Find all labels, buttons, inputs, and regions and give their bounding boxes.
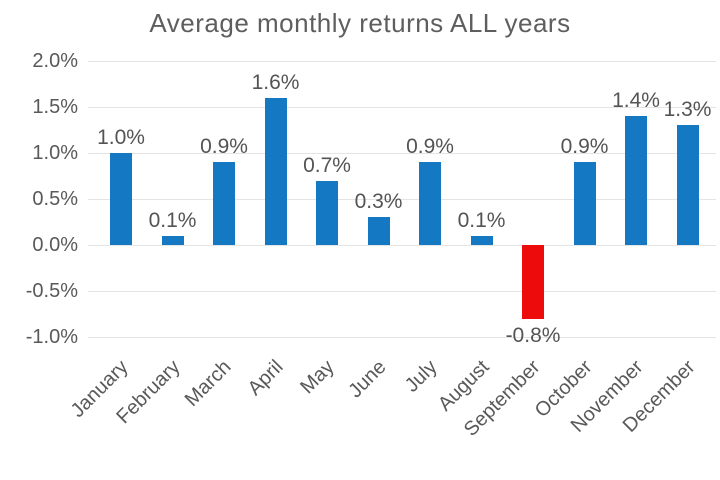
bar-value-label-july: 0.9% — [406, 135, 454, 159]
y-axis-tick-label: -1.0% — [25, 326, 78, 348]
y-axis-tick-label: -0.5% — [25, 280, 78, 302]
bar-value-label-april: 1.6% — [251, 70, 300, 94]
bar-value-label-march: 0.9% — [200, 135, 248, 159]
gridline — [88, 291, 716, 292]
chart-title: Average monthly returns ALL years — [149, 8, 571, 38]
gridline — [88, 107, 716, 108]
bar-value-label-october: 0.9% — [560, 135, 609, 159]
bar-value-label-september: -0.8% — [505, 323, 561, 347]
y-axis-tick-label: 0.5% — [32, 188, 78, 210]
bar-april — [264, 97, 287, 245]
gridline — [88, 61, 716, 62]
bar-value-label-january: 1.0% — [97, 126, 145, 149]
bar-august — [470, 235, 493, 245]
bar-value-label-november: 1.4% — [612, 89, 660, 113]
bar-march — [213, 162, 235, 245]
bar-july — [419, 162, 441, 245]
y-axis-tick-label: 1.0% — [32, 142, 78, 164]
y-axis-tick-label: 1.5% — [32, 96, 78, 118]
gridline — [88, 337, 716, 338]
bar-value-label-february: 0.1% — [148, 208, 197, 232]
y-axis-tick-label: 2.0% — [32, 50, 78, 72]
gridline — [88, 199, 716, 200]
bar-june — [367, 217, 390, 245]
bar-value-label-august: 0.1% — [457, 208, 506, 232]
gridline — [88, 245, 716, 246]
bar-december — [676, 125, 699, 245]
bar-september — [522, 245, 544, 319]
bar-value-label-december: 1.3% — [663, 98, 712, 122]
bar-october — [573, 162, 596, 245]
bar-january — [110, 153, 132, 245]
bar-value-label-may: 0.7% — [303, 153, 351, 177]
bar-november — [625, 116, 647, 245]
bar-value-label-june: 0.3% — [354, 190, 403, 214]
gridline — [88, 153, 716, 154]
y-axis-tick-label: 0.0% — [32, 234, 78, 256]
bar-february — [161, 235, 184, 245]
bar-may — [316, 180, 338, 245]
